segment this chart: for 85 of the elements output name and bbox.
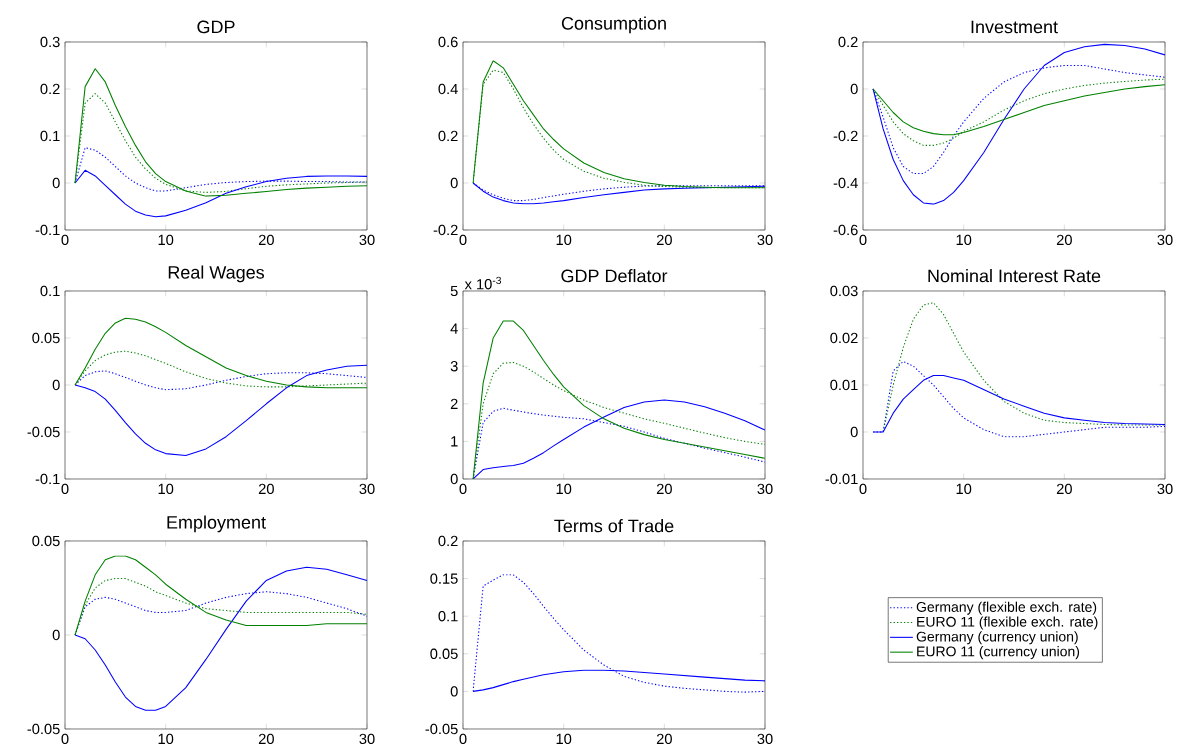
y-tick-label: 0.03	[830, 285, 858, 297]
chart-title: Consumption	[561, 16, 666, 34]
x-tick-label: 30	[359, 234, 375, 246]
x-tick-label: 0	[459, 483, 467, 495]
y-tick-label: 0	[850, 426, 858, 438]
y-tick-label: -0.1	[35, 224, 60, 236]
legend-label: Germany (currency union)	[916, 631, 1078, 645]
x-tick-label: 10	[556, 733, 572, 745]
y-tick-label: 0	[450, 177, 458, 189]
y-tick-label: 0.2	[40, 83, 60, 95]
y-tick-label: 0.05	[430, 648, 458, 659]
x-tick-label: 10	[158, 234, 174, 246]
y-tick-label: 0.1	[438, 611, 458, 622]
y-tick-label: -0.6	[833, 224, 858, 236]
y-tick-label: -0.05	[425, 723, 458, 735]
y-tick-label: 2	[450, 398, 458, 409]
legend-label: EURO 11 (flexible exch. rate)	[917, 616, 1098, 630]
x-tick-label: 10	[956, 483, 972, 495]
chart-title: Employment	[167, 515, 266, 533]
y-tick-label: -0.05	[27, 723, 60, 735]
y-tick-label: 0.2	[438, 130, 458, 142]
y-tick-label: 0.05	[32, 535, 60, 547]
y-tick-label: -0.05	[27, 426, 60, 438]
y-tick-label: 0.2	[838, 36, 858, 48]
y-tick-label: 5	[450, 285, 458, 297]
x-tick-label: 0	[459, 733, 467, 745]
x-tick-label: 20	[656, 234, 672, 246]
x-tick-label: 30	[359, 483, 375, 495]
chart-title: Investment	[971, 20, 1058, 34]
x-tick-label: 20	[258, 234, 274, 246]
x-tick-label: 10	[158, 483, 174, 495]
x-tick-label: 10	[956, 234, 972, 246]
chart-title: GDP	[197, 20, 235, 34]
x-tick-label: 0	[61, 234, 69, 246]
x-tick-label: 20	[1056, 483, 1072, 495]
x-tick-label: 20	[258, 483, 274, 495]
x-tick-label: 30	[1157, 483, 1173, 495]
x-tick-label: 10	[158, 733, 174, 745]
y-tick-label: 0.05	[32, 332, 60, 344]
y-tick-label: 0.2	[438, 535, 458, 547]
legend-label: Germany (flexible exch. rate)	[916, 601, 1097, 615]
x-tick-label: 30	[757, 733, 773, 745]
x-tick-label: 0	[459, 234, 467, 246]
y-tick-label: -0.4	[833, 177, 858, 189]
x-tick-label: 0	[859, 483, 867, 495]
chart-title: Real Wages	[168, 265, 265, 283]
y-tick-label: 0.02	[830, 332, 858, 344]
y-tick-label: 3	[450, 361, 458, 372]
x-tick-label: 10	[556, 234, 572, 246]
y-tick-label: 0.3	[40, 36, 60, 48]
x-tick-label: 0	[61, 483, 69, 495]
legend-label: EURO 11 (currency union)	[917, 646, 1080, 660]
y-tick-label: -0.2	[433, 224, 458, 236]
y-tick-label: 0.6	[438, 36, 458, 48]
y-tick-label: -0.1	[35, 473, 60, 485]
x-tick-label: 20	[258, 733, 274, 745]
y-tick-label: 0.15	[430, 573, 458, 584]
x-tick-label: 20	[656, 483, 672, 495]
y-tick-label: 0	[850, 83, 858, 95]
x-tick-label: 0	[859, 234, 867, 246]
y-tick-label: -0.2	[833, 130, 858, 142]
chart-title: Terms of Trade	[554, 519, 674, 533]
y-tick-label: 0.4	[438, 83, 458, 95]
y-tick-label: 0	[52, 629, 60, 641]
x-tick-label: 10	[556, 483, 572, 495]
chart-title: Nominal Interest Rate	[928, 269, 1101, 283]
y-tick-label: 0.1	[40, 130, 60, 142]
y-tick-label: 0	[52, 379, 60, 391]
y-tick-label: 0.01	[830, 379, 858, 391]
y-tick-label: 0.1	[40, 285, 60, 297]
y-tick-label: 1	[451, 436, 458, 447]
x-tick-label: 0	[61, 733, 69, 745]
x-tick-label: 30	[757, 483, 773, 495]
x-tick-label: 30	[1157, 234, 1173, 246]
y-tick-label: 0	[52, 177, 60, 189]
x-tick-label: 30	[757, 234, 773, 246]
x-tick-label: 20	[656, 733, 672, 745]
y-tick-label: 0	[450, 686, 458, 697]
y-tick-label: -0.01	[825, 473, 858, 485]
chart-title: GDP Deflator	[561, 269, 668, 283]
y-tick-label: 4	[450, 323, 458, 334]
text: x 10$^{-3}$	[464, 276, 501, 290]
y-tick-label: 0	[450, 473, 458, 485]
x-tick-label: 20	[1056, 234, 1072, 246]
x-tick-label: 30	[359, 733, 375, 745]
